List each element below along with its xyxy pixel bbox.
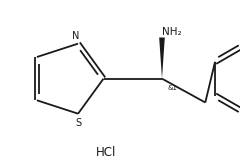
Text: N: N: [72, 31, 80, 41]
Text: S: S: [75, 118, 81, 128]
Text: NH₂: NH₂: [162, 27, 181, 37]
Polygon shape: [159, 38, 165, 79]
Text: &1: &1: [168, 85, 178, 91]
Text: HCl: HCl: [95, 146, 116, 159]
